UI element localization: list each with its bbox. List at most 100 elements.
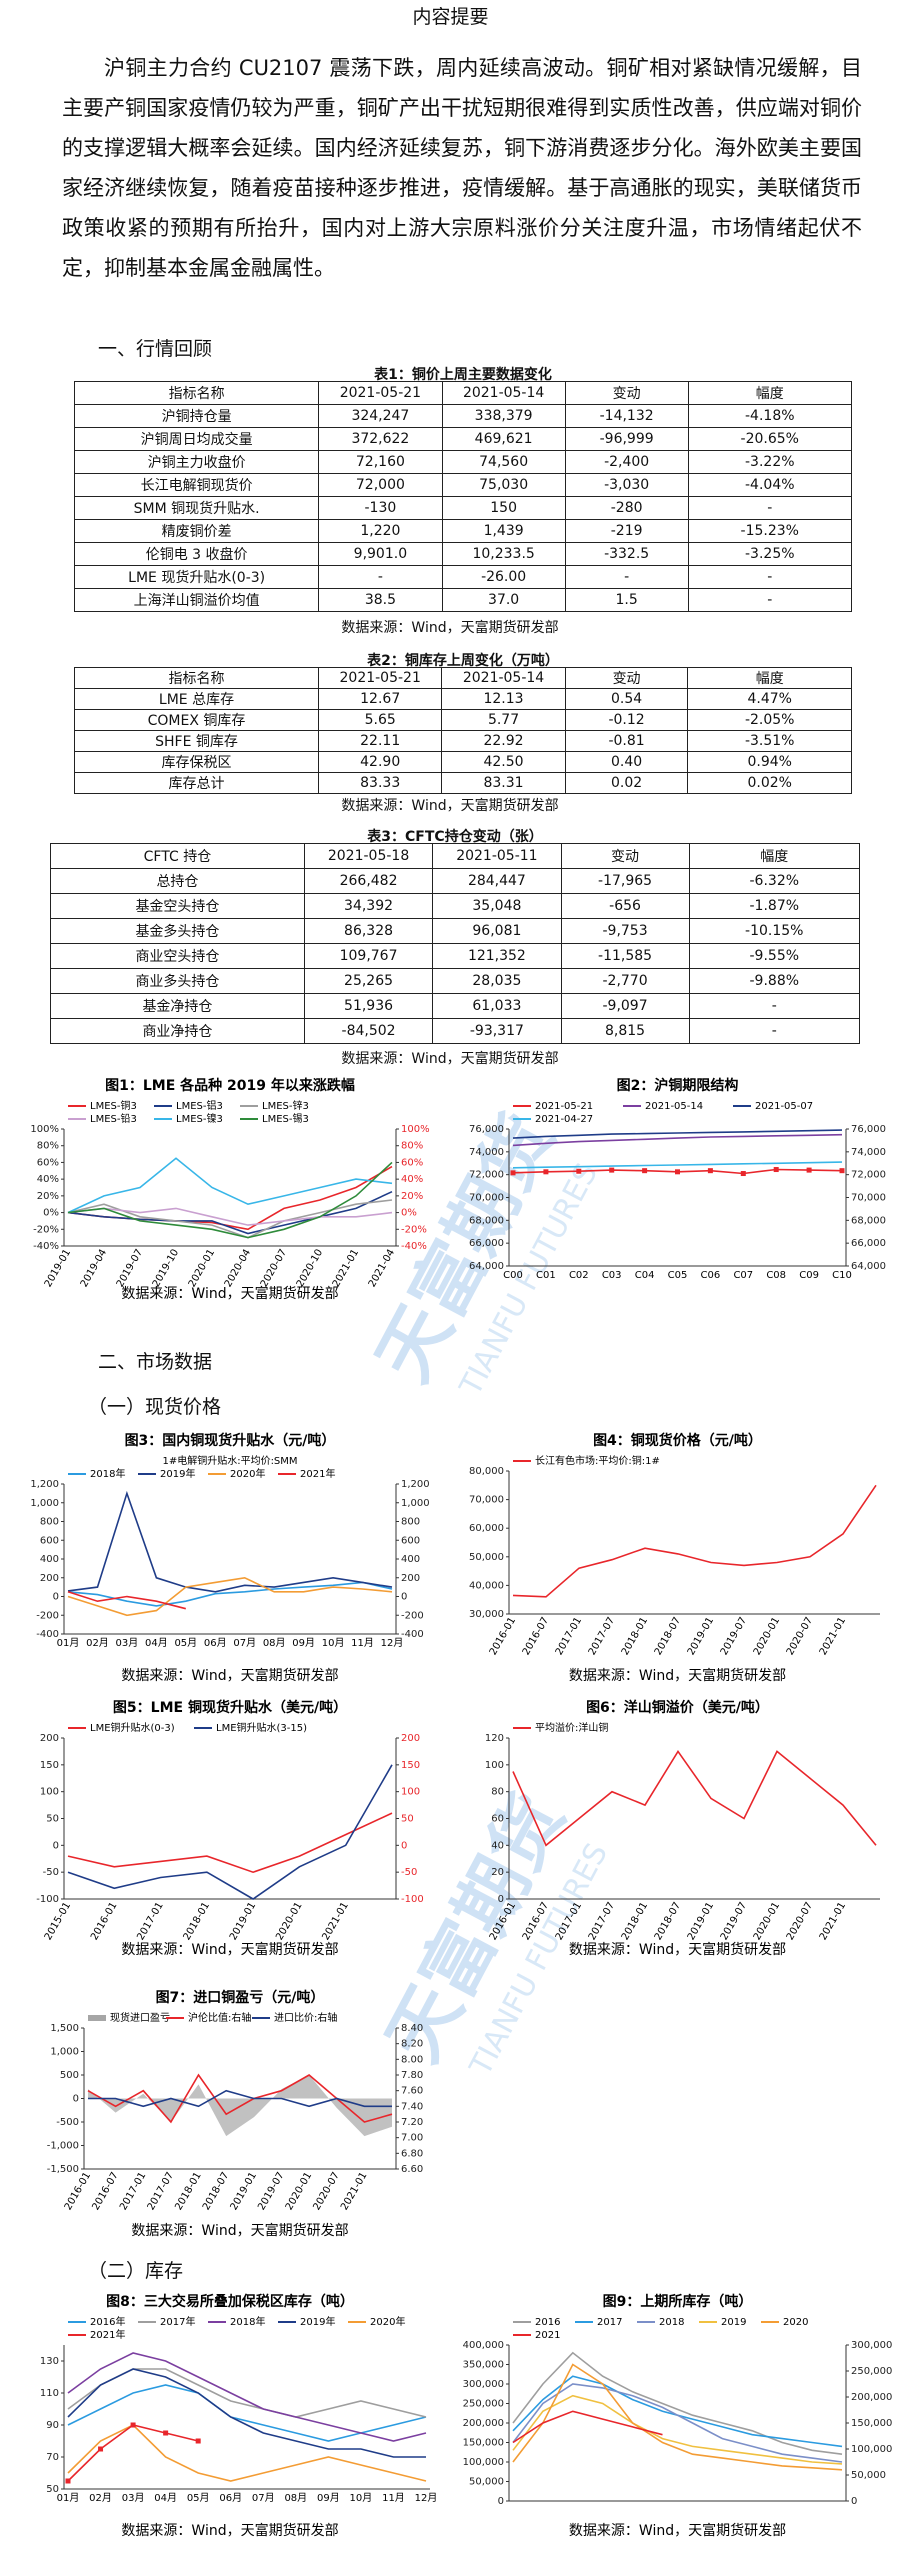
series-line <box>67 1190 393 1235</box>
legend-label: 2016 <box>535 2317 560 2328</box>
y-tick-label: 300,000 <box>463 2379 504 2390</box>
table-cell: - <box>318 565 443 589</box>
x-tick-label: C04 <box>635 1270 655 1281</box>
table-cell: -11,585 <box>560 943 690 969</box>
legend-label: 2018年 <box>90 1467 125 1480</box>
y-tick-label: 100% <box>30 1124 59 1135</box>
x-tick-label: 2019-04 <box>79 1248 109 1290</box>
x-tick-label: 2021-01 <box>320 1901 350 1943</box>
table-cell: -9,097 <box>560 993 690 1019</box>
table-cell: -93,317 <box>432 1018 562 1044</box>
marker <box>576 1168 582 1174</box>
x-tick-label: 2020-07 <box>259 1248 289 1290</box>
table-cell: 109,767 <box>303 943 434 969</box>
x-tick-label: 09月 <box>317 2492 340 2504</box>
legend-label: 2019年 <box>160 1467 195 1480</box>
table-cell: 42.90 <box>318 751 443 773</box>
y-tick-label: 7.40 <box>401 2101 423 2112</box>
x-tick-label: 2019-01 <box>229 2171 259 2213</box>
x-tick-label: 2020-01 <box>752 1901 782 1943</box>
marker <box>130 2422 136 2428</box>
table-cell: 0.02 <box>564 772 689 794</box>
x-tick-label: 2020-01 <box>274 1901 304 1943</box>
y-tick-label: 70 <box>46 2452 59 2463</box>
legend-label: LMES-铜3 <box>90 1100 137 1112</box>
y-tick-label: 100 <box>485 1760 504 1771</box>
y-tick-label: 8.00 <box>401 2054 423 2065</box>
table-cell: 2021-05-18 <box>303 843 434 869</box>
table-cell: 72,000 <box>318 473 443 497</box>
x-tick-label: 06月 <box>219 2492 242 2504</box>
y-tick-label: 150,000 <box>463 2438 504 2449</box>
x-tick-label: 12月 <box>381 1637 404 1649</box>
table-cell: 51,936 <box>303 993 434 1019</box>
table-cell: - <box>687 496 853 520</box>
table-row: 基金多头持仓 86,328 96,081 -9,753 -10.15% <box>50 918 861 944</box>
legend-label: 2020 <box>783 2317 808 2328</box>
y-tick-label: 1,000 <box>401 1498 430 1509</box>
table-cell: -0.81 <box>564 730 689 752</box>
y-tick-label: 60% <box>37 1157 59 1168</box>
table-cell: 上海洋山铜溢价均值 <box>73 588 320 612</box>
table-cell: 变动 <box>564 667 689 689</box>
table-cell: -20.65% <box>687 427 853 451</box>
figure-title: 图9：上期所库存（吨） <box>603 2293 753 2310</box>
y-tick-label: 600 <box>401 1535 420 1546</box>
table-cell: 42.50 <box>441 751 566 773</box>
table-cell: 0.94% <box>687 751 852 773</box>
x-tick-label: 2016-07 <box>90 2171 120 2213</box>
table-cell: - <box>564 565 689 589</box>
x-tick-label: 2021-01 <box>339 2171 369 2213</box>
y-tick-label: 40,000 <box>469 1580 504 1591</box>
table-cell: 28,035 <box>432 968 562 994</box>
table-cell: 2021-05-14 <box>441 667 566 689</box>
x-tick-label: 2018-01 <box>620 1901 650 1943</box>
y-tick-label: -1,500 <box>47 2164 79 2175</box>
x-tick-label: C01 <box>536 1270 556 1281</box>
section-heading: （一）现货价格 <box>88 1396 222 1418</box>
y-tick-label: 130 <box>40 2356 59 2367</box>
x-tick-label: 04月 <box>145 1637 168 1649</box>
x-tick-label: C06 <box>701 1270 721 1281</box>
series-line <box>67 1157 393 1214</box>
legend-label: 2021-04-27 <box>535 1114 593 1125</box>
x-tick-label: 12月 <box>415 2492 438 2504</box>
y-tick-label: -40% <box>401 1241 427 1252</box>
table-cell: LME 现货升贴水(0-3) <box>73 565 320 589</box>
series-line <box>512 1129 843 1139</box>
y-tick-label: 70,000 <box>851 1193 886 1204</box>
table-cell: 基金空头持仓 <box>50 893 305 919</box>
legend-label: LMES-锡3 <box>262 1112 309 1125</box>
table-cell: 12.67 <box>318 688 443 710</box>
table-row: 上海洋山铜溢价均值 38.5 37.0 1.5- <box>73 588 853 612</box>
y-tick-label: 7.80 <box>401 2070 423 2081</box>
y-tick-label: 66,000 <box>851 1238 886 1249</box>
table-cell: -280 <box>564 496 689 520</box>
x-tick-label: 2017-07 <box>587 1901 617 1943</box>
marker <box>740 1171 746 1177</box>
y-tick-label: 76,000 <box>469 1124 504 1135</box>
series-line <box>67 1199 393 1239</box>
table-cell: 商业净持仓 <box>50 1018 305 1044</box>
legend-label: 2021年 <box>90 2328 125 2341</box>
y-tick-label: 64,000 <box>851 1261 886 1272</box>
table-cell: 幅度 <box>688 843 861 869</box>
series-line <box>88 2089 392 2108</box>
figure-title: 图8：三大交易所叠加保税区库存（吨） <box>106 2293 354 2310</box>
table-header: 指标名称 2021-05-21 2021-05-14 变动 幅度 <box>73 381 853 405</box>
x-tick-label: 04月 <box>154 2492 177 2504</box>
x-tick-label: 08月 <box>284 2492 307 2504</box>
table-cell: 精废铜价差 <box>73 519 320 543</box>
legend-label: 2020年 <box>370 2315 405 2328</box>
table-row: LME 现货升贴水(0-3) - -26.00- - <box>73 565 853 589</box>
x-tick-label: 2020-07 <box>311 2171 341 2213</box>
series-line <box>67 2424 427 2482</box>
table-header: CFTC 持仓 2021-05-18 2021-05-11 变动 幅度 <box>50 843 861 869</box>
series-line <box>512 2375 843 2448</box>
table-row: COMEX 铜库存 5.65 5.77 -0.12 -2.05% <box>73 709 852 731</box>
y-tick-label: 66,000 <box>469 1238 504 1249</box>
table-cell: 1.5 <box>564 588 689 612</box>
legend-label: 2021-05-07 <box>755 1101 813 1112</box>
table-cell: 0.40 <box>564 751 689 773</box>
